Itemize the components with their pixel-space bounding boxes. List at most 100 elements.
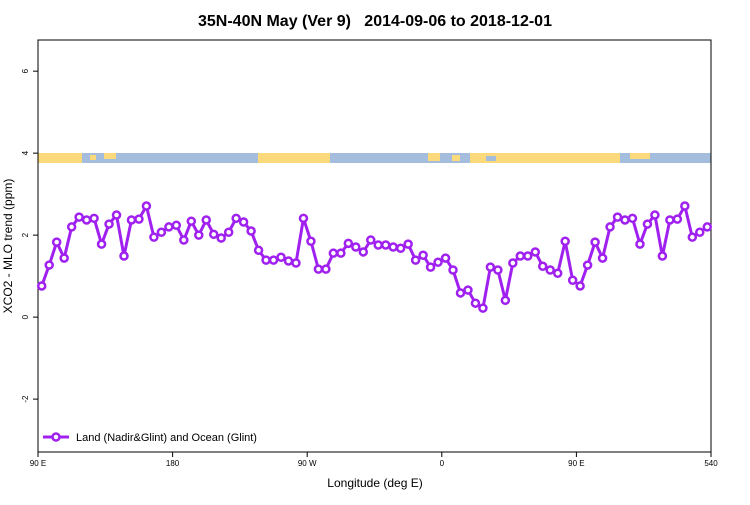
data-point: [223, 227, 234, 238]
x-axis-label: Longitude (deg E): [327, 476, 422, 490]
data-point: [672, 214, 683, 224]
data-point: [96, 239, 107, 249]
data-point: [261, 255, 271, 265]
legend-marker: [51, 432, 61, 442]
data-point: [395, 243, 406, 254]
data-point: [493, 265, 503, 275]
data-point: [560, 236, 570, 247]
data-point: [343, 238, 354, 249]
x-tick-label: 90 E: [30, 459, 46, 468]
data-point: [702, 222, 713, 232]
data-point: [171, 220, 182, 231]
data-point: [276, 252, 286, 263]
data-point: [650, 210, 660, 220]
data-point: [111, 210, 122, 220]
data-point: [358, 247, 369, 257]
data-point: [552, 268, 563, 279]
data-point: [66, 222, 77, 232]
data-point: [642, 219, 653, 229]
data-point: [164, 222, 174, 232]
data-point: [179, 235, 189, 245]
data-point: [89, 213, 99, 224]
data-point: [336, 248, 346, 258]
data-point: [433, 257, 443, 267]
data-point: [298, 213, 309, 224]
data-point: [306, 236, 316, 247]
data-point: [208, 229, 219, 240]
data-point: [149, 232, 159, 242]
data-point: [680, 201, 690, 211]
data-point: [246, 226, 256, 236]
y-axis-label: XCO2 - MLO trend (ppm): [1, 179, 15, 314]
data-point: [530, 247, 541, 257]
data-point: [605, 222, 615, 232]
data-point: [380, 240, 391, 250]
data-point: [44, 260, 54, 270]
data-point: [545, 265, 555, 275]
data-point: [231, 213, 241, 224]
x-tick-label: 540: [704, 459, 718, 468]
data-point: [597, 253, 608, 263]
data-point: [81, 215, 92, 225]
y-tick-label: 2: [21, 232, 30, 237]
data-point: [440, 253, 451, 263]
data-point: [201, 215, 211, 225]
land-ocean-band: [38, 153, 711, 163]
data-point: [687, 232, 698, 242]
data-point: [134, 214, 144, 224]
chart-title: 35N-40N May (Ver 9) 2014-09-06 to 2018-1…: [198, 13, 552, 30]
data-point: [51, 237, 62, 247]
data-point: [620, 215, 630, 225]
data-point: [126, 215, 137, 225]
x-tick-label: 0: [440, 459, 445, 468]
data-point: [253, 245, 264, 256]
data-point: [455, 288, 466, 298]
data-point: [216, 233, 226, 243]
x-tick-label: 90 E: [568, 459, 584, 468]
data-point: [627, 213, 638, 224]
data-point: [194, 230, 204, 240]
data-point: [665, 215, 675, 225]
data-point: [538, 261, 548, 272]
data-point: [74, 212, 84, 222]
data-point: [485, 262, 496, 272]
data-point: [351, 242, 361, 252]
data-point: [657, 251, 668, 261]
data-point: [612, 212, 623, 222]
data-point: [523, 251, 533, 261]
data-point: [36, 281, 47, 291]
data-point: [119, 251, 129, 261]
data-point: [418, 250, 428, 260]
data-point: [238, 217, 249, 227]
data-point: [366, 235, 376, 245]
data-point: [635, 239, 645, 249]
data-point: [425, 262, 436, 272]
data-point: [268, 255, 279, 265]
y-tick-label: -2: [21, 395, 30, 403]
data-point: [470, 298, 481, 308]
data-point: [575, 281, 585, 291]
data-point: [321, 264, 331, 274]
data-point: [313, 264, 324, 274]
data-point: [156, 227, 167, 238]
data-point: [410, 255, 421, 265]
data-point: [500, 295, 511, 306]
x-tick-label: 90 W: [298, 459, 317, 468]
y-tick-label: 0: [21, 314, 30, 319]
data-point: [567, 275, 578, 285]
data-point: [141, 201, 152, 211]
data-point: [582, 260, 593, 270]
plot-frame: [37, 39, 712, 453]
legend-label: Land (Nadir&Glint) and Ocean (Glint): [76, 432, 257, 444]
data-point: [59, 253, 69, 263]
data-point: [403, 239, 413, 249]
data-point: [590, 237, 600, 247]
data-point: [463, 285, 473, 295]
data-point: [104, 219, 114, 229]
data-point: [388, 242, 398, 252]
data-point: [508, 258, 518, 268]
data-point: [283, 256, 294, 266]
y-tick-label: 4: [21, 150, 30, 155]
y-tick-label: 6: [21, 68, 30, 73]
